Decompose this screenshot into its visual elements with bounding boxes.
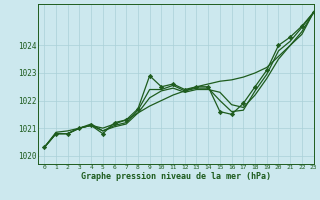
X-axis label: Graphe pression niveau de la mer (hPa): Graphe pression niveau de la mer (hPa) <box>81 172 271 181</box>
